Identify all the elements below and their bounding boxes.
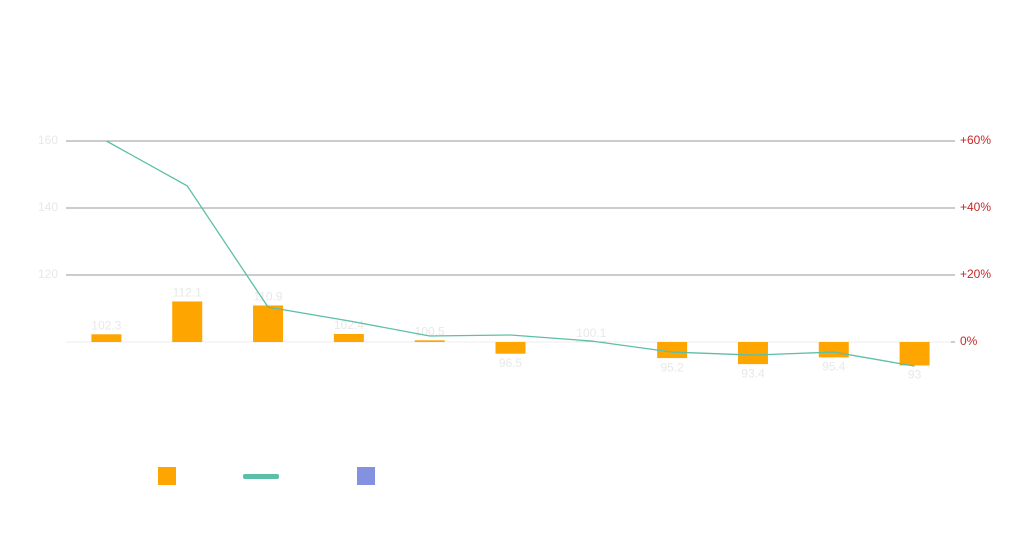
- value-label: 100.1: [576, 326, 606, 340]
- bar: [172, 301, 202, 342]
- value-label: 93: [908, 368, 922, 382]
- y2-tick-label: 0%: [960, 334, 978, 348]
- bar: [334, 334, 364, 342]
- legend-swatch[interactable]: [243, 474, 279, 479]
- bar: [900, 342, 930, 365]
- bar: [253, 305, 283, 342]
- bar: [415, 340, 445, 342]
- value-label: 95.4: [822, 360, 846, 374]
- legend-swatch[interactable]: [357, 467, 375, 485]
- y2-tick-label: +20%: [960, 267, 991, 281]
- bar: [738, 342, 768, 364]
- value-label: 102.4: [334, 318, 364, 332]
- value-label: 102.3: [91, 318, 121, 332]
- y-tick-label: 140: [38, 200, 58, 214]
- value-label: 112.1: [173, 286, 202, 300]
- value-label: 93.4: [741, 366, 765, 380]
- value-label: 96.5: [499, 356, 523, 370]
- bar: [496, 342, 526, 354]
- y2-tick-label: +60%: [960, 133, 991, 147]
- bar: [91, 334, 121, 342]
- line: [106, 141, 914, 366]
- y-tick-label: 120: [38, 267, 58, 281]
- value-label: 95.2: [660, 360, 684, 374]
- bar: [819, 342, 849, 357]
- y-tick-label: 160: [38, 133, 58, 147]
- y2-tick-label: +40%: [960, 200, 991, 214]
- legend-swatch[interactable]: [158, 467, 176, 485]
